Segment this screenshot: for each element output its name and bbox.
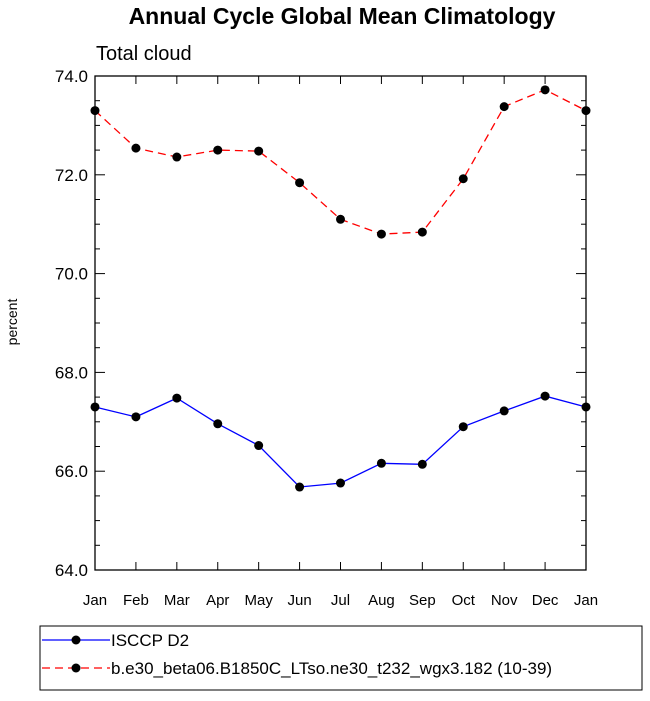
legend-marker-1: [71, 635, 81, 645]
series-2-point: [336, 214, 345, 224]
x-tick-label: Jan: [83, 592, 107, 609]
series-2-point: [376, 229, 386, 239]
series-2-point: [131, 143, 141, 153]
series-2-point: [458, 174, 468, 184]
series-1-point: [213, 419, 223, 429]
legend-marker-2: [71, 663, 81, 673]
axis-ticks: 64.0 66.0 68.0 70.0 72.0 74.0 Jan Feb Mar Apr May J…: [55, 67, 598, 609]
series-1-point: [417, 459, 427, 469]
series-line-1: [94, 395, 587, 488]
legend-label-2: b.e30_beta06.B1850C_LTso.ne30_t232_wgx3.…: [111, 659, 552, 678]
y-tick-label: 64.0: [55, 561, 88, 580]
chart-subtitle: Total cloud: [96, 43, 192, 65]
series-2-point: [540, 85, 550, 95]
series-2-point: [417, 227, 427, 237]
y-tick-label: 74.0: [55, 67, 88, 86]
plot-frame: [94, 75, 587, 571]
legend-box: [39, 625, 643, 691]
y-tick-label: 68.0: [55, 363, 88, 382]
series-2-point: [213, 145, 223, 155]
series-1-point: [131, 412, 141, 422]
legend: ISCCP D2 b.e30_beta06.B1850C_LTso.ne30_t2…: [39, 625, 643, 691]
x-tick-label: Aug: [368, 592, 395, 609]
series-2-point: [295, 178, 305, 188]
series-1-point: [499, 406, 509, 416]
x-tick-label: Sep: [409, 592, 436, 609]
x-tick-label: May: [244, 592, 273, 609]
y-axis-label: percent: [4, 299, 20, 346]
series-1-point: [172, 393, 182, 403]
series-2-point: [172, 152, 182, 162]
y-tick-label: 70.0: [55, 265, 88, 284]
series-1-point: [376, 458, 386, 468]
series-1-point: [295, 482, 305, 492]
series-1-point: [254, 441, 264, 451]
x-tick-label: Feb: [123, 592, 149, 609]
series-line-2: [94, 89, 587, 235]
y-tick-label: 72.0: [55, 166, 88, 185]
series-1-point: [540, 391, 550, 401]
x-tick-label: Dec: [532, 592, 559, 609]
series-1-point: [336, 478, 345, 488]
series-1-point: [458, 422, 468, 432]
x-tick-label: Mar: [164, 592, 190, 609]
x-tick-label: Oct: [452, 592, 476, 609]
x-tick-label: Jun: [287, 592, 311, 609]
x-tick-label: Apr: [206, 592, 229, 609]
y-tick-label: 66.0: [55, 462, 88, 481]
series-2-point: [254, 146, 264, 156]
x-tick-label: Jan: [574, 592, 598, 609]
chart-title: Annual Cycle Global Mean Climatology: [129, 3, 556, 29]
series-2-point: [499, 102, 509, 112]
plot-series: [90, 85, 591, 492]
x-tick-label: Nov: [491, 592, 518, 609]
legend-label-1: ISCCP D2: [111, 631, 189, 650]
x-tick-label: Jul: [331, 592, 350, 609]
